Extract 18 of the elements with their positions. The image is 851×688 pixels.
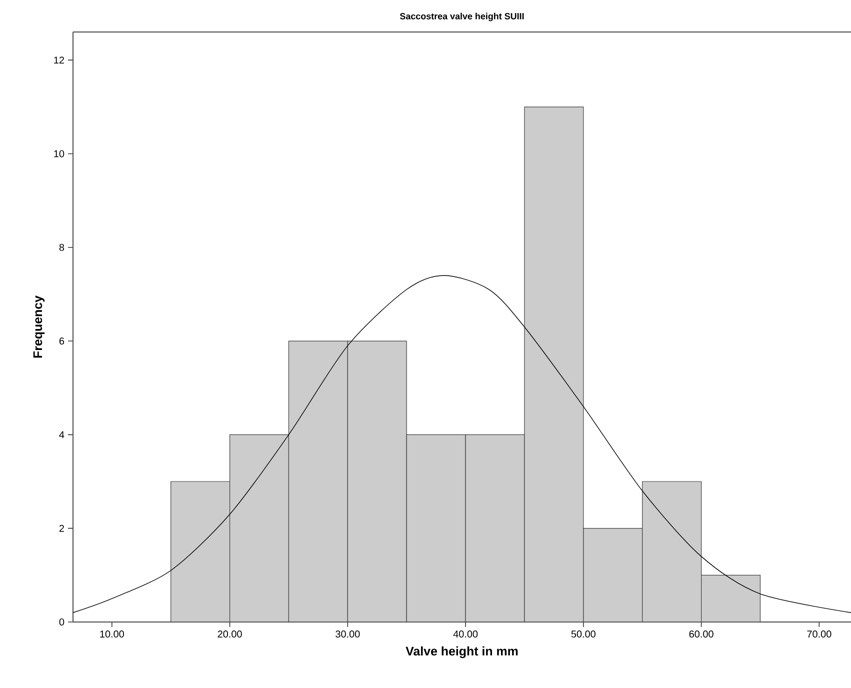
y-tick-label: 6 — [59, 338, 64, 345]
y-tick-label: 0 — [59, 618, 64, 626]
y-tick-label: 4 — [59, 431, 64, 438]
chart-title: Saccostrea valve height SUIII — [400, 12, 524, 22]
y-tick-label: 10 — [54, 150, 64, 158]
x-tick-label: 10.00 — [100, 630, 124, 638]
x-tick-label: 70.00 — [807, 630, 832, 638]
y-tick-label: 8 — [59, 244, 64, 251]
line-series — [72, 275, 851, 613]
x-tick-label: 30.00 — [336, 630, 360, 638]
y-axis-title: Frequency — [33, 296, 45, 358]
x-tick-label: 50.00 — [571, 630, 596, 638]
y-tick-label: 2 — [59, 524, 64, 532]
x-tick-label: 60.00 — [689, 630, 714, 638]
x-tick-label: 20.00 — [218, 630, 242, 638]
x-tick-label: 40.00 — [453, 630, 478, 638]
y-tick-label: 12 — [54, 56, 64, 64]
x-axis-title: Valve height in mm — [406, 646, 518, 658]
